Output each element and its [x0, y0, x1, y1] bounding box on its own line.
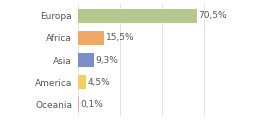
Bar	[78, 9, 197, 23]
Text: 70,5%: 70,5%	[198, 11, 227, 20]
Text: 9,3%: 9,3%	[95, 55, 118, 65]
Bar	[78, 53, 94, 67]
Text: 15,5%: 15,5%	[106, 33, 134, 42]
Text: 0,1%: 0,1%	[80, 100, 103, 109]
Text: 4,5%: 4,5%	[87, 78, 110, 87]
Bar	[78, 31, 104, 45]
Bar	[78, 75, 86, 89]
